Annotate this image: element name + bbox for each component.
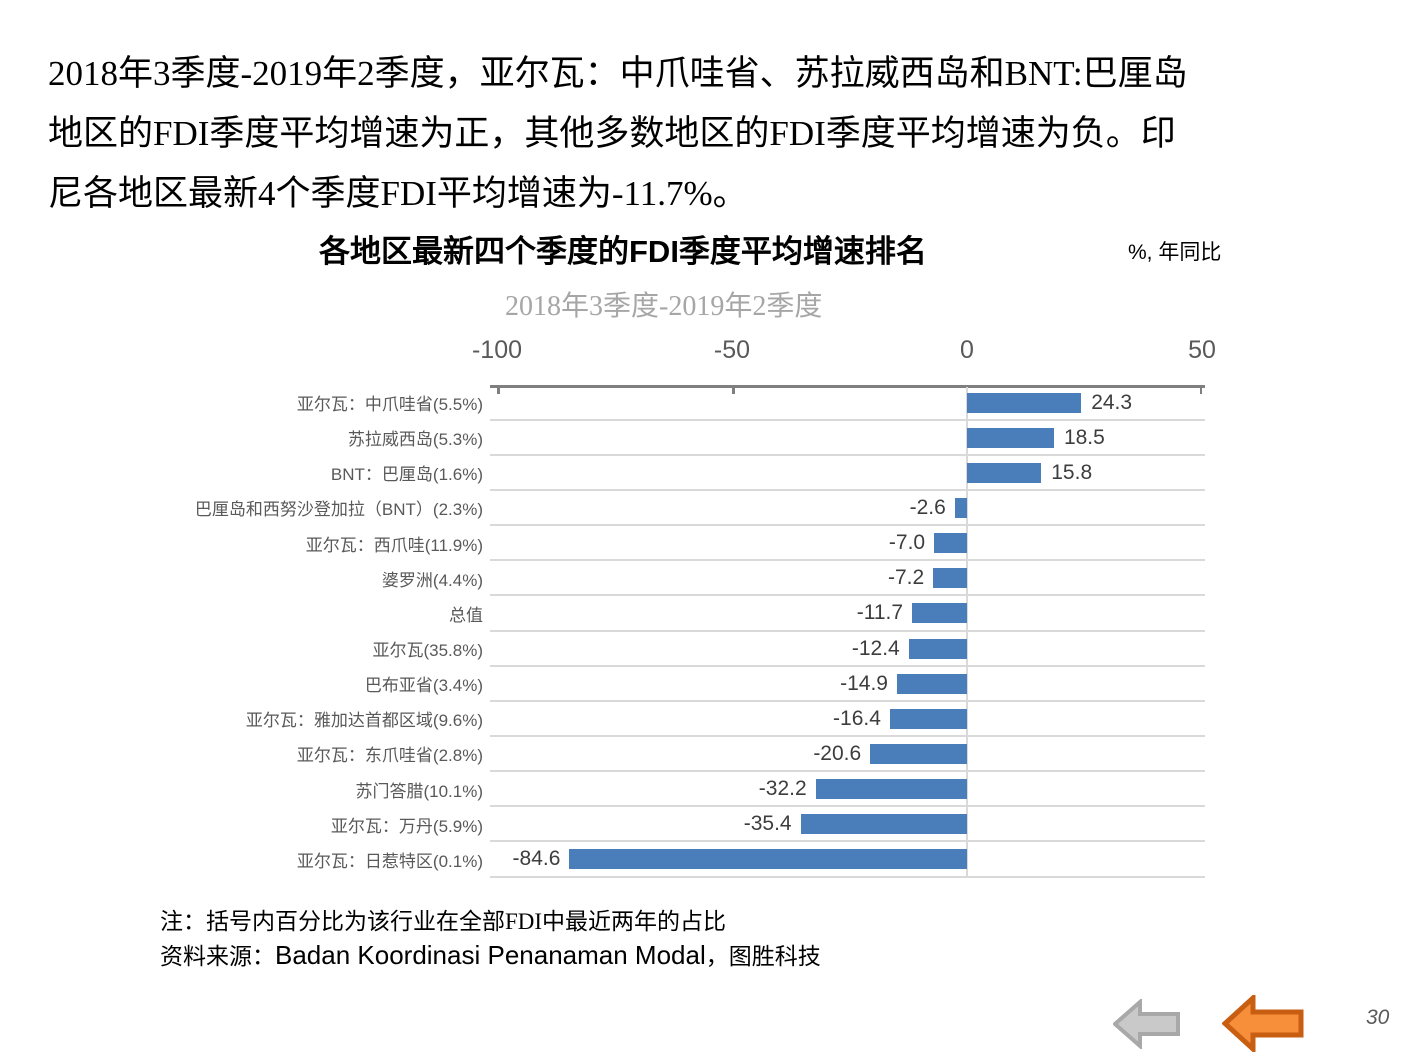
chart-title: 各地区最新四个季度的FDI季度平均增速排名: [319, 234, 927, 269]
row-gridline: [490, 770, 1205, 773]
source-line: 资料来源：Badan Koordinasi Penanaman Modal，图胜…: [160, 937, 821, 971]
bar: [967, 392, 1082, 413]
back-arrow-button[interactable]: [1113, 999, 1181, 1049]
category-label: 亚尔瓦：日惹特区(0.1%): [296, 851, 483, 871]
row-gridline: [490, 524, 1205, 527]
page-number: 30: [1366, 1006, 1390, 1029]
category-label: 亚尔瓦：东爪哇省(2.8%): [296, 746, 483, 766]
paragraph-line: 尼各地区最新4个季度FDI平均增速为-11.7%。: [48, 174, 748, 213]
bar: [800, 814, 967, 835]
bar: [967, 427, 1054, 448]
category-label: 亚尔瓦：西爪哇(11.9%): [305, 535, 483, 555]
axis-tick-label: -50: [713, 336, 751, 364]
category-label: 亚尔瓦(35.8%): [372, 641, 483, 661]
bar: [934, 533, 967, 554]
row-gridline: [490, 664, 1205, 667]
bar-value-label: -7.0: [888, 531, 926, 555]
bar-value-label: -14.9: [840, 671, 888, 695]
axis-tick: [497, 385, 500, 394]
category-label: 婆罗洲(4.4%): [381, 570, 483, 590]
axis-tick-label: -100: [471, 336, 523, 364]
chart-unit-label: %, 年同比: [1128, 241, 1222, 264]
category-label: 巴布亚省(3.4%): [364, 676, 483, 696]
bar-value-label: -35.4: [743, 812, 792, 836]
bar-value-label: -11.7: [856, 601, 904, 625]
bar-value-label: -32.2: [758, 777, 807, 801]
category-label: 苏门答腊(10.1%): [355, 781, 483, 801]
row-gridline: [490, 418, 1205, 421]
bar-value-label: -2.6: [909, 495, 946, 519]
bar: [954, 498, 967, 518]
axis-tick-label: 0: [960, 336, 974, 364]
bar-value-label: -7.2: [887, 566, 925, 590]
row-gridline: [490, 594, 1205, 597]
paragraph-line: 地区的FDI季度平均增速为正，其他多数地区的FDI季度平均增速为负。印: [48, 114, 1176, 153]
row-gridline: [490, 488, 1205, 491]
row-gridline: [490, 734, 1205, 737]
bar: [870, 744, 967, 764]
row-gridline: [490, 559, 1205, 562]
left-arrow-icon: [1113, 999, 1180, 1049]
category-label: 总值: [449, 605, 483, 625]
category-label: 亚尔瓦：中爪哇省(5.5%): [296, 395, 483, 415]
category-label: 亚尔瓦：雅加达首都区域(9.6%): [245, 711, 483, 731]
bar: [815, 779, 967, 800]
row-gridline: [490, 699, 1205, 702]
row-gridline: [490, 805, 1205, 808]
previous-slide-arrow-button[interactable]: [1222, 995, 1304, 1052]
axis-tick: [732, 385, 735, 394]
value-axis: -100 -50 0 50: [472, 336, 1216, 368]
plot-area: 24.3 18.5 15.8 -2.6 -7.0 -7.2 -11.7 -12.4 -14.9 -…: [490, 385, 1205, 878]
bar: [896, 673, 967, 694]
paragraph-line: 2018年3季度-2019年2季度，亚尔瓦：中爪哇省、苏拉威西岛和BNT:巴厘岛: [48, 54, 1188, 93]
row-gridline: [490, 840, 1205, 843]
chart-subtitle: 2018年3季度-2019年2季度: [505, 291, 823, 322]
bar: [912, 603, 967, 624]
row-gridline: [490, 629, 1205, 632]
row-gridline: [490, 875, 1205, 878]
left-arrow-icon: [1222, 995, 1304, 1052]
bar-value-label: -20.6: [813, 741, 862, 765]
bar-value-label: 18.5: [1063, 425, 1105, 449]
footnote: 注：括号内百分比为该行业在全部FDI中最近两年的占比: [160, 909, 727, 934]
summary-paragraph: 2018年3季度-2019年2季度，亚尔瓦：中爪哇省、苏拉威西岛和BNT:巴厘岛…: [48, 44, 1378, 224]
category-label: 苏拉威西岛(5.3%): [347, 430, 483, 450]
bar-value-label: 24.3: [1091, 390, 1133, 414]
source-suffix: ，图胜科技: [705, 944, 821, 969]
axis-tick: [1199, 385, 1202, 394]
axis-line: [490, 385, 1205, 388]
bar-value-label: -16.4: [833, 706, 881, 730]
axis-tick-label: 50: [1188, 336, 1216, 364]
category-label: 亚尔瓦：万丹(5.9%): [330, 816, 483, 836]
source-prefix: 资料来源：: [160, 944, 275, 969]
bar-value-label: 15.8: [1051, 460, 1093, 484]
bar: [933, 568, 967, 589]
bar: [889, 708, 967, 729]
category-label: 巴厘岛和西努沙登加拉（BNT）(2.3%): [194, 500, 483, 520]
bar: [569, 849, 967, 870]
row-gridline: [490, 453, 1205, 456]
bar: [908, 638, 967, 659]
category-label: BNT：巴厘岛(1.6%): [330, 465, 483, 485]
category-axis: 亚尔瓦：中爪哇省(5.5%) 苏拉威西岛(5.3%) BNT：巴厘岛(1.6%) 巴厘…: [0, 385, 487, 877]
zero-gridline: [966, 387, 968, 877]
bar-value-label: -12.4: [851, 636, 900, 660]
bar: [967, 462, 1042, 483]
source-latin: Badan Koordinasi Penanaman Modal: [275, 940, 706, 970]
bar-value-label: -84.6: [512, 847, 561, 871]
